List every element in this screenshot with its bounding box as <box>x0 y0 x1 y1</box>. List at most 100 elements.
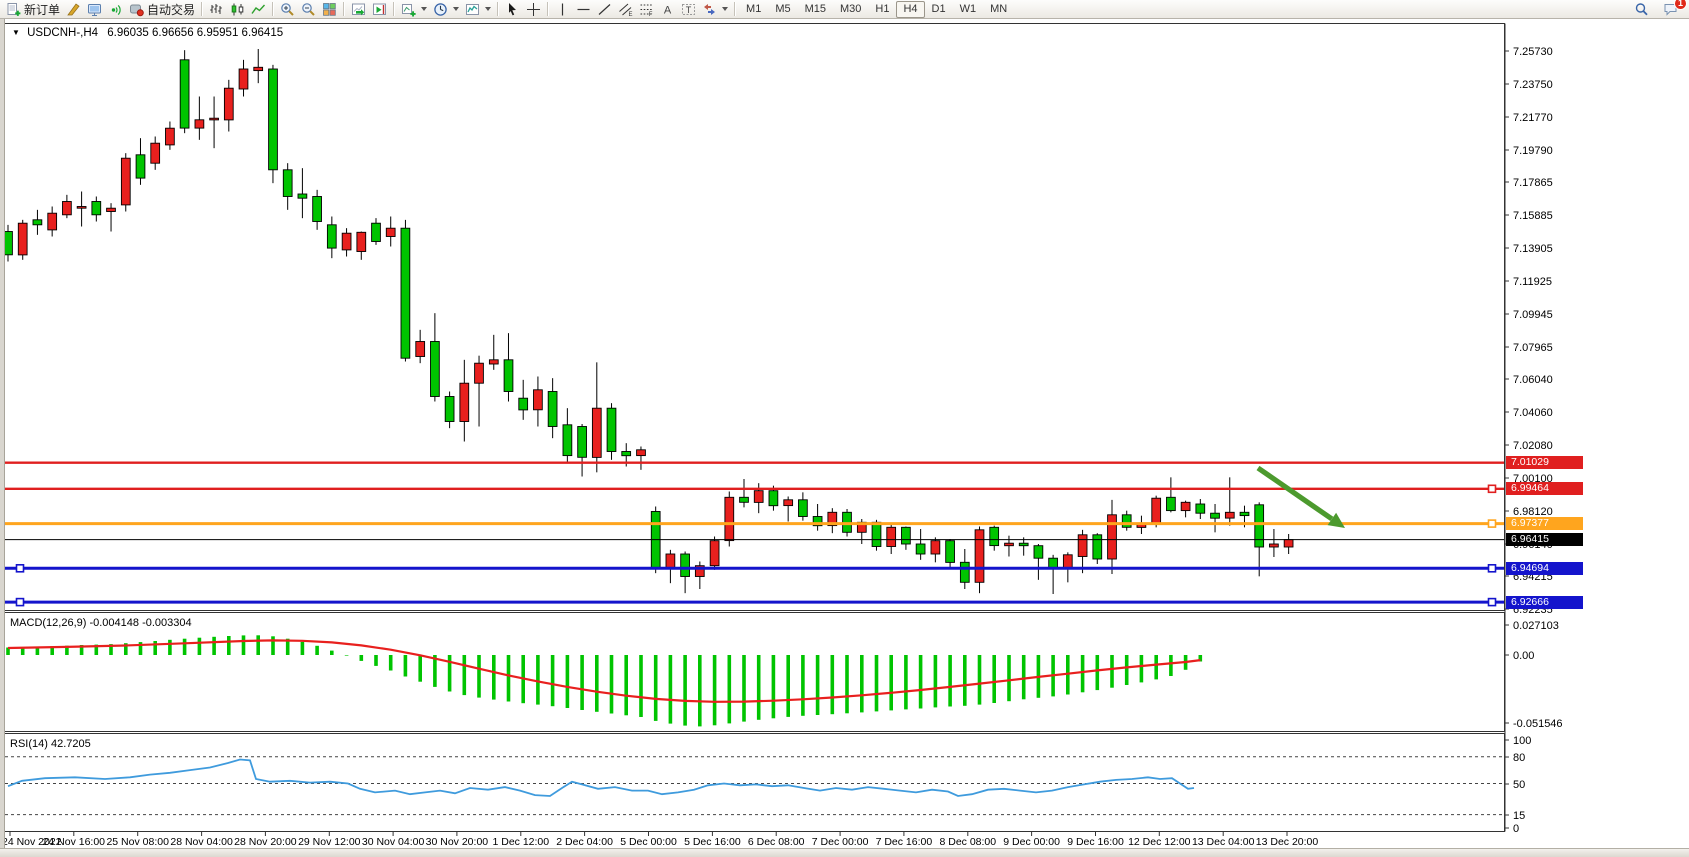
channel-button[interactable]: E <box>615 1 636 18</box>
toolbar-separator <box>497 2 500 16</box>
dropdown-arrow-icon[interactable] <box>421 7 428 11</box>
macd-histogram-bar <box>609 655 614 714</box>
candle <box>680 553 690 577</box>
macd-histogram-bar <box>359 655 364 661</box>
candle <box>268 68 278 171</box>
line-handle[interactable] <box>15 597 25 607</box>
line-handle[interactable] <box>1487 563 1497 573</box>
auto-trading-button-label: 自动交易 <box>147 2 196 17</box>
time-tick-label: 25 Nov 08:00 <box>106 836 169 848</box>
horizontal-line-button[interactable] <box>573 1 594 18</box>
rsi-axis-label: 15 <box>1513 810 1525 822</box>
vertical-line-button[interactable] <box>552 1 573 18</box>
candle <box>1166 496 1176 512</box>
macd-histogram-bar <box>815 655 820 715</box>
price-tick-label: 7.13905 <box>1513 243 1553 255</box>
timeframe-M1-button[interactable]: M1 <box>746 2 762 15</box>
text-button[interactable]: A <box>657 1 678 18</box>
line-handle[interactable] <box>1487 597 1497 607</box>
zoom-in-button[interactable] <box>277 1 298 18</box>
auto-scroll-button[interactable] <box>348 1 369 18</box>
chart-shift-button[interactable] <box>369 1 390 18</box>
svg-text:F: F <box>649 12 653 17</box>
candle <box>1077 534 1088 557</box>
candle <box>474 362 484 384</box>
alerts-button[interactable] <box>105 1 126 18</box>
new-order-button[interactable]: 新订单 <box>3 0 63 19</box>
candle <box>341 232 352 251</box>
timeframe-W1-button[interactable]: W1 <box>959 2 977 15</box>
candle-chart-button[interactable] <box>227 1 248 18</box>
candle <box>739 496 749 503</box>
market-watch-button[interactable] <box>84 1 105 18</box>
macd-histogram-bar <box>1021 655 1026 700</box>
line-handle[interactable] <box>1487 519 1497 528</box>
macd-pane: 0.027103 0.00 -0.051546 <box>6 620 1563 730</box>
candle <box>47 212 58 231</box>
text-label-button[interactable]: T <box>678 1 699 18</box>
macd-histogram-bar <box>668 655 673 724</box>
candle <box>1018 542 1029 547</box>
styler-button[interactable] <box>63 1 84 18</box>
macd-histogram-bar <box>241 635 246 655</box>
line-chart-button[interactable] <box>248 1 269 18</box>
periods-button[interactable] <box>430 1 462 18</box>
price-tick-label: 7.25730 <box>1513 46 1553 58</box>
macd-histogram-bar <box>698 655 702 727</box>
bar-chart-icon <box>209 2 224 17</box>
timeframe-MN-button[interactable]: MN <box>990 2 1008 15</box>
time-tick-label: 29 Nov 12:00 <box>298 836 361 848</box>
candles <box>3 49 1294 595</box>
tile-windows-button[interactable] <box>319 1 340 18</box>
candle <box>62 201 72 216</box>
timeframe-H1-button[interactable]: H1 <box>875 2 890 15</box>
macd-histogram-bar <box>595 655 599 712</box>
line-handle[interactable] <box>1487 484 1497 494</box>
time-tick-label: 28 Nov 20:00 <box>234 836 297 848</box>
fibo-icon: F <box>639 2 654 17</box>
candle <box>1121 514 1132 528</box>
candle <box>326 224 337 249</box>
bar-chart-button[interactable] <box>206 1 227 18</box>
timeframe-M30-button[interactable]: M30 <box>840 2 862 15</box>
zoom-in-icon <box>280 2 295 17</box>
time-tick-label: 9 Dec 00:00 <box>1003 836 1060 848</box>
timeframe-M15-button[interactable]: M15 <box>804 2 826 15</box>
notifications-button[interactable]: 1 <box>1660 0 1687 18</box>
fibonacci-button[interactable]: F <box>636 1 657 18</box>
dropdown-arrow-icon[interactable] <box>485 7 492 11</box>
candle <box>371 222 381 242</box>
macd-histogram-bar <box>182 638 187 655</box>
arrows-button[interactable] <box>699 1 731 18</box>
price-tick-label: 7.11925 <box>1513 276 1552 288</box>
macd-histogram-bar <box>904 655 908 710</box>
indicators-button[interactable] <box>398 1 430 18</box>
price-tick-label: 7.21770 <box>1513 112 1553 124</box>
candle <box>209 117 219 121</box>
cursor-button[interactable] <box>502 1 523 18</box>
macd-histogram-bar <box>344 655 349 656</box>
auto-trading-button[interactable]: 自动交易 <box>126 0 198 19</box>
search-button[interactable] <box>1631 1 1652 18</box>
line-handle[interactable] <box>15 563 25 573</box>
macd-histogram-bar <box>197 637 202 655</box>
trendline-button[interactable] <box>594 1 615 18</box>
time-tick-label: 5 Dec 00:00 <box>620 836 677 848</box>
time-tick-label: 12 Dec 12:00 <box>1128 836 1191 848</box>
zoom-out-button[interactable] <box>298 1 319 18</box>
timeframe-D1-button[interactable]: D1 <box>931 2 946 15</box>
notification-badge: 1 <box>1674 0 1687 10</box>
macd-histogram-bar <box>1124 655 1129 685</box>
crosshair-button[interactable] <box>523 1 544 18</box>
candle <box>518 397 529 411</box>
macd-histogram-bar <box>1007 655 1011 702</box>
dropdown-arrow-icon[interactable] <box>722 7 729 11</box>
trend-arrow[interactable] <box>1256 465 1345 528</box>
dropdown-arrow-icon[interactable] <box>453 7 460 11</box>
collapse-triangle-icon[interactable]: ▼ <box>12 28 20 37</box>
templates-button[interactable] <box>462 1 494 18</box>
timeframe-M5-button[interactable]: M5 <box>775 2 791 15</box>
timeframe-H4-button[interactable]: H4 <box>896 0 925 18</box>
time-tick-label: 1 Dec 12:00 <box>492 836 549 848</box>
